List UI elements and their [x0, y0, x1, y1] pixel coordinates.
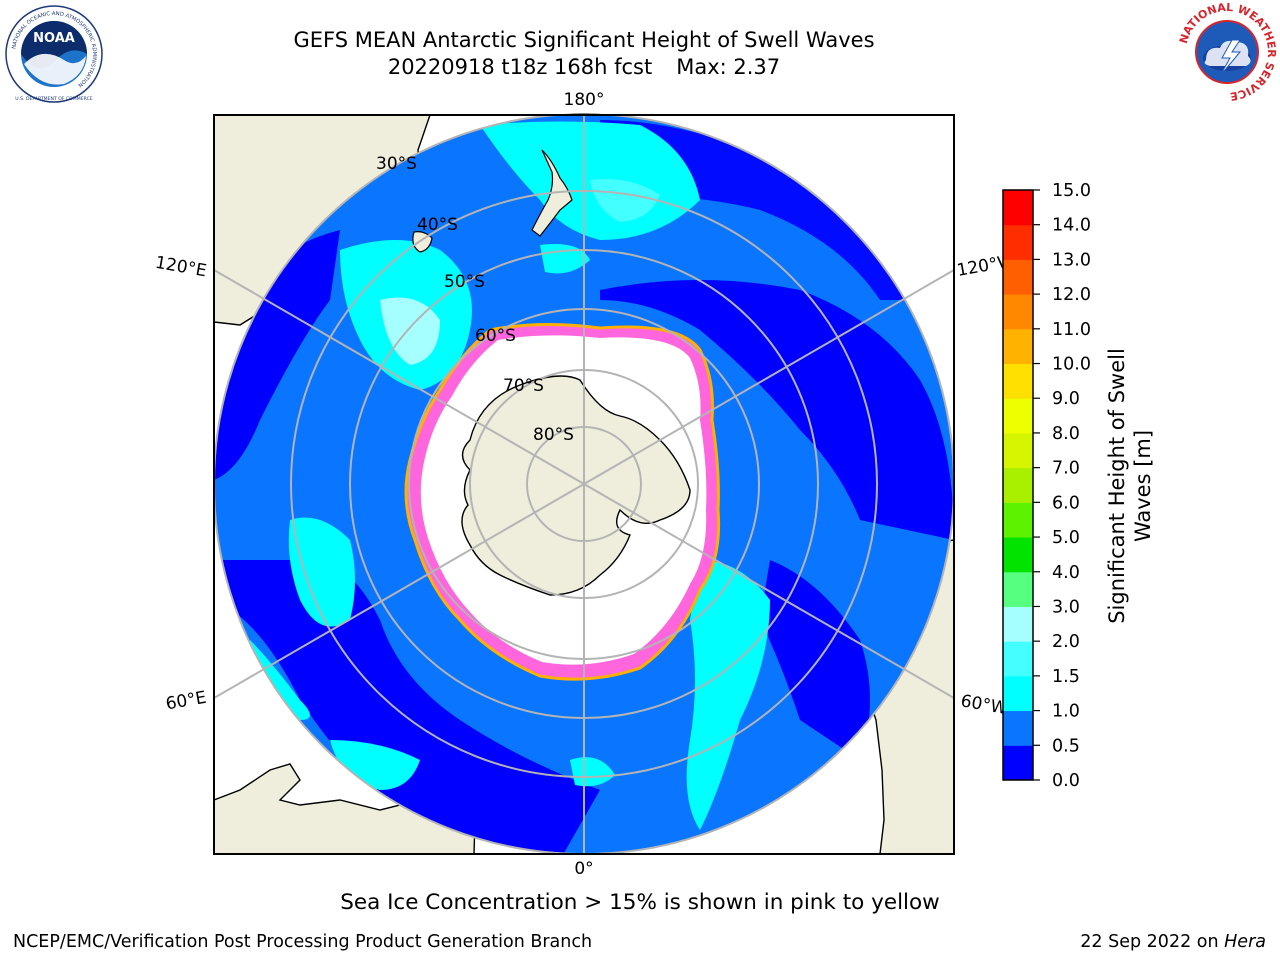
colorbar-bin	[1003, 606, 1033, 642]
lat-label-60s: 60°S	[475, 326, 516, 346]
noaa-bottom-text: U.S. DEPARTMENT OF COMMERCE	[15, 96, 92, 102]
colorbar-bin	[1003, 467, 1033, 503]
colorbar-tick-label: 1.5	[1052, 667, 1080, 687]
colorbar-tick-label: 10.0	[1052, 355, 1091, 375]
colorbar: 0.0 0.5 1.0 1.5 2.0 3.0 4.0 5.0 6.0 7.0 8.0 9.0 10.0…	[1002, 181, 1091, 791]
graticule	[214, 115, 954, 854]
colorbar-bin	[1003, 398, 1033, 434]
footer-credit: NCEP/EMC/Verification Post Processing Pr…	[13, 932, 593, 952]
lat-label-70s: 70°S	[503, 376, 544, 396]
colorbar-tick-label: 7.0	[1052, 459, 1080, 479]
noaa-logo: NATIONAL OCEANIC AND ATMOSPHERIC ADMINIS…	[5, 5, 103, 103]
colorbar-tick-label: 9.0	[1052, 389, 1080, 409]
footer-date: 22 Sep 2022 on Hera	[1080, 932, 1266, 952]
noaa-logo-name: NOAA	[33, 31, 75, 46]
colorbar-tick-label: 2.0	[1052, 632, 1080, 652]
colorbar-bin	[1003, 502, 1033, 538]
colorbar-tick-label: 8.0	[1052, 424, 1080, 444]
colorbar-tick-label: 5.0	[1052, 528, 1080, 548]
forecast-date: 20220918 t18z 168h fcst	[387, 55, 653, 79]
antarctica-landmass	[461, 375, 691, 596]
footer-date-text: 22 Sep 2022 on	[1080, 932, 1225, 952]
colorbar-bin	[1003, 432, 1033, 469]
nws-logo: NATIONAL WEATHER SERVICE	[1177, 2, 1278, 102]
colorbar-tick-label: 6.0	[1052, 493, 1080, 513]
colorbar-bin	[1003, 190, 1033, 226]
lon-label-120e: 120°E	[154, 253, 208, 282]
lat-label-40s: 40°S	[417, 215, 458, 235]
colorbar-tick-label: 13.0	[1052, 250, 1091, 270]
lat-label-80s: 80°S	[533, 425, 574, 445]
colorbar-bin	[1003, 224, 1033, 260]
colorbar-tick-label: 14.0	[1052, 216, 1091, 236]
colorbar-tick-label: 1.0	[1052, 702, 1080, 722]
colorbar-bin	[1003, 363, 1033, 399]
colorbar-tick-label: 11.0	[1052, 320, 1091, 340]
colorbar-bin	[1003, 294, 1033, 330]
footer-host: Hera	[1224, 932, 1266, 952]
colorbar-bin	[1003, 328, 1033, 365]
colorbar-bin	[1003, 259, 1033, 295]
colorbar-tick-label: 4.0	[1052, 563, 1080, 583]
colorbar-tick-label: 12.0	[1052, 285, 1091, 305]
lat-label-30s: 30°S	[376, 154, 417, 174]
lon-label-60w: 60°W	[959, 691, 1009, 719]
lon-label-0: 0°	[574, 859, 593, 879]
map-title: GEFS MEAN Antarctic Significant Height o…	[293, 28, 875, 52]
colorbar-bin	[1003, 745, 1033, 781]
colorbar-bin	[1003, 710, 1033, 746]
colorbar-frame	[1002, 189, 1034, 781]
colorbar-tick-label: 15.0	[1052, 181, 1091, 201]
colorbar-bin	[1003, 641, 1033, 677]
map-frame	[213, 114, 955, 855]
corner-land-tr	[840, 115, 954, 175]
lon-label-180: 180°	[564, 90, 605, 110]
colorbar-label-line2: Waves [m]	[1131, 430, 1155, 542]
sea-ice-note: Sea Ice Concentration > 15% is shown in …	[340, 890, 940, 915]
map-subtitle: 20220918 t18z 168h fcst Max: 2.37	[184, 54, 984, 80]
colorbar-bin	[1003, 675, 1033, 712]
max-value: Max: 2.37	[676, 55, 781, 79]
colorbar-tick-label: 3.0	[1052, 597, 1080, 617]
colorbar-tick-label: 0.0	[1052, 771, 1080, 791]
colorbar-bin	[1003, 571, 1033, 607]
colorbar-bin	[1003, 537, 1033, 573]
lat-label-50s: 50°S	[444, 272, 485, 292]
lon-label-60e: 60°E	[164, 688, 208, 715]
colorbar-tick-label: 0.5	[1052, 736, 1080, 756]
colorbar-label-line1: Significant Height of Swell	[1105, 348, 1129, 624]
